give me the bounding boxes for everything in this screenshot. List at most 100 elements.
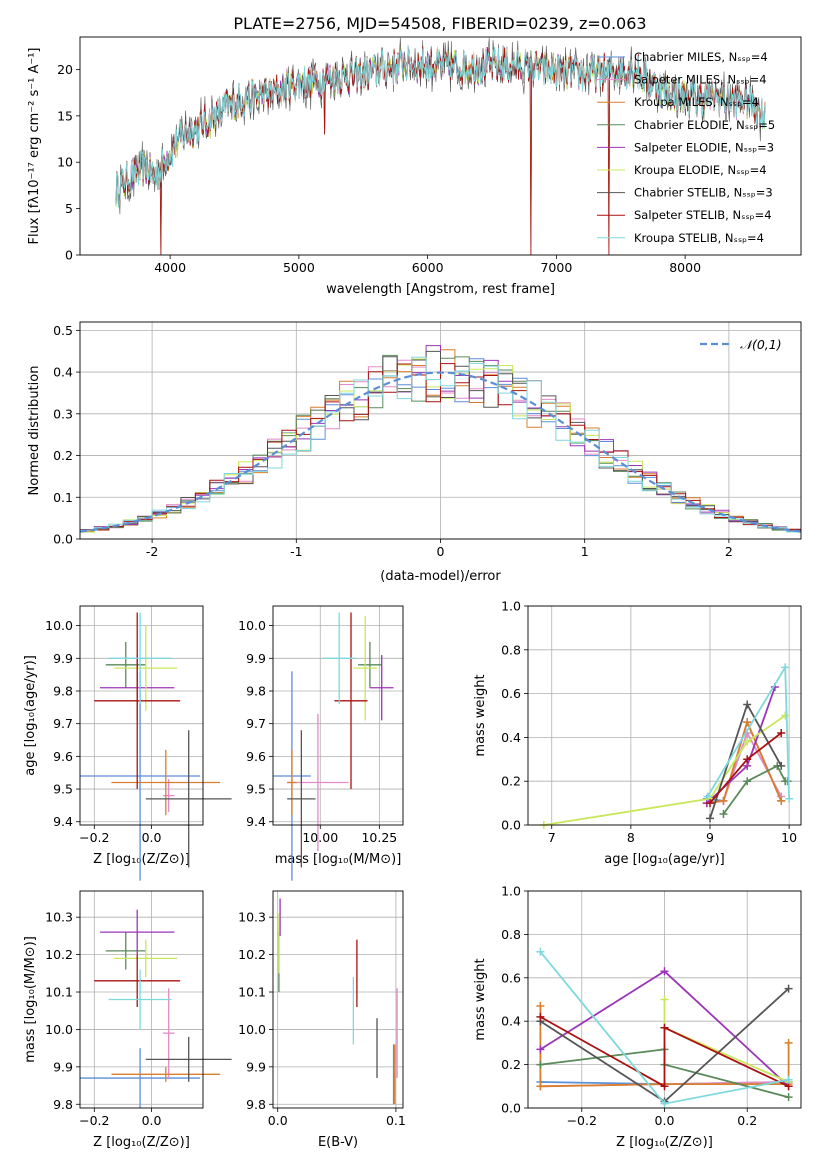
x-axis-label: mass [log₁₀(M/M⊙)] (275, 852, 402, 867)
mass-vs-extinction-panel: 0.0 0.1 9.8 9.9 10.0 10.1 10.2 10.3 E(B-V) (238, 890, 406, 1150)
y-tick-label: 10.2 (238, 947, 266, 962)
weight-marker (703, 792, 712, 801)
y-tick-label: 5 (65, 201, 73, 216)
weight-marker (536, 1002, 545, 1011)
histogram-step (80, 356, 801, 535)
weight-marker (706, 799, 714, 808)
y-tick-label: 9.7 (246, 716, 266, 731)
y-tick-label: 9.9 (246, 651, 266, 666)
x-tick-label: 7 (548, 830, 556, 845)
y-tick-label: 0.2 (53, 448, 73, 463)
weight-marker (536, 1082, 545, 1091)
weight-marker (660, 1082, 669, 1091)
weight-marker (743, 718, 752, 727)
y-tick-label: 9.7 (53, 716, 73, 731)
weight-marker (743, 700, 752, 709)
y-tick-label: 0.0 (501, 818, 521, 833)
legend-label: Chabrier ELODIE, Nₛₛₚ=5 (634, 118, 775, 132)
x-axis-label: age [log₁₀(age/yr)] (604, 852, 725, 867)
y-tick-label: 0.2 (501, 1057, 521, 1072)
y-tick-label: 9.4 (246, 814, 266, 829)
weight-marker (743, 777, 752, 786)
y-tick-label: 20 (57, 62, 73, 77)
axes-frame (79, 890, 204, 1109)
y-tick-label: 0.6 (501, 970, 521, 985)
weight-marker (784, 1075, 793, 1084)
spectrum-panel: 4000 5000 6000 7000 8000 0 5 10 15 20 wavelength [… (27, 36, 802, 297)
x-tick-label: 1 (581, 544, 589, 559)
y-tick-label: 0.2 (501, 774, 521, 789)
weight-marker (536, 947, 545, 956)
y-tick-label: 10.0 (45, 1022, 73, 1037)
x-axis-label: Z [log₁₀(Z/Z⊙)] (93, 852, 190, 867)
legend-label: 𝒩(0,1) (740, 337, 782, 352)
residuals-panel: -2 -1 0 1 2 0.0 0.1 0.2 0.3 0.4 0.5 (data-model)/er… (27, 321, 802, 584)
legend-label: Chabrier STELIB, Nₛₛₚ=3 (634, 186, 773, 200)
weight-marker (660, 1023, 669, 1032)
mass-vs-metallicity-panel: −0.2 0.0 9.8 9.9 10.0 10.1 10.2 10.3 Z [log₁₀(Z/… (23, 890, 232, 1150)
x-tick-label: 0.0 (268, 1113, 288, 1128)
y-tick-label: 10.3 (238, 910, 266, 925)
y-tick-label: 0.0 (501, 1101, 521, 1116)
x-axis-label: E(B-V) (318, 1135, 358, 1150)
x-tick-label: 8000 (669, 260, 701, 275)
weight-marker (785, 794, 794, 803)
weight-marker (777, 761, 786, 770)
y-tick-label: 0.8 (501, 927, 521, 942)
legend-label: Kroupa ELODIE, Nₛₛₚ=4 (634, 163, 767, 177)
y-tick-label: 9.5 (246, 782, 266, 797)
axes-frame (79, 36, 802, 256)
x-axis-label: wavelength [Angstrom, rest frame] (326, 282, 555, 297)
y-axis-label: mass [log₁₀(M/M⊙)] (23, 936, 38, 1063)
weight-marker (536, 1012, 545, 1021)
weight-marker (743, 737, 752, 746)
axes-frame (79, 605, 204, 826)
y-tick-label: 9.5 (53, 782, 73, 797)
y-tick-label: 0.4 (501, 730, 521, 745)
y-tick-label: 9.8 (53, 683, 73, 698)
y-axis-label: mass weight (473, 958, 488, 1040)
axes-frame (272, 890, 404, 1109)
x-axis-label: (data-model)/error (380, 569, 501, 584)
weight-marker (660, 967, 669, 976)
legend-label: Salpeter ELODIE, Nₛₛₚ=3 (634, 140, 774, 154)
weight-marker (784, 984, 793, 993)
x-tick-label: −0.2 (567, 1113, 597, 1128)
weight-line (543, 714, 786, 826)
weight-marker (706, 814, 714, 823)
y-tick-label: 1.0 (501, 884, 521, 899)
y-tick-label: 9.9 (53, 1059, 73, 1074)
legend-label: Salpeter STELIB, Nₛₛₚ=4 (634, 208, 772, 222)
x-tick-label: 7000 (540, 260, 572, 275)
y-axis-label: Flux [fλ10⁻¹⁷ erg cm⁻² s⁻¹ A⁻¹] (27, 48, 42, 245)
x-tick-label: 0.1 (386, 1113, 406, 1128)
y-tick-label: 0.3 (53, 406, 73, 421)
y-tick-label: 0.4 (53, 365, 73, 380)
y-axis-label: Normed distribution (27, 366, 42, 496)
x-tick-label: 0 (437, 544, 445, 559)
weight-vs-age-panel: 7 8 9 10 0.0 0.2 0.4 0.6 0.8 1.0 age [log₁₀(age/yr… (473, 599, 802, 867)
y-axis-label: mass weight (473, 674, 488, 756)
spectrum-line (115, 45, 766, 208)
y-tick-label: 10.0 (238, 618, 266, 633)
y-tick-label: 0.0 (53, 532, 73, 547)
legend-label: Salpeter MILES, Nₛₛₚ=4 (634, 73, 767, 87)
y-tick-label: 10 (57, 155, 73, 170)
y-tick-label: 0.5 (53, 323, 73, 338)
age-vs-mass-panel: 10.00 10.25 9.4 9.5 9.6 9.7 9.8 9.9 10.0 mass [lo… (238, 605, 404, 881)
legend-label: Kroupa STELIB, Nₛₛₚ=4 (634, 231, 764, 245)
weight-marker (536, 1060, 545, 1069)
x-tick-label: 9 (706, 830, 714, 845)
weight-marker (536, 1045, 545, 1054)
axes-frame (272, 605, 404, 826)
x-tick-label: 0.0 (655, 1113, 675, 1128)
y-axis-label: age [log₁₀(age/yr)] (23, 655, 38, 776)
x-tick-label: 5000 (283, 260, 315, 275)
weight-marker (660, 995, 669, 1004)
weight-marker (777, 796, 786, 805)
y-tick-label: 9.8 (246, 683, 266, 698)
weight-marker (660, 1099, 669, 1108)
y-tick-label: 0 (65, 248, 73, 263)
weight-marker (783, 777, 792, 786)
weight-marker (719, 796, 728, 805)
